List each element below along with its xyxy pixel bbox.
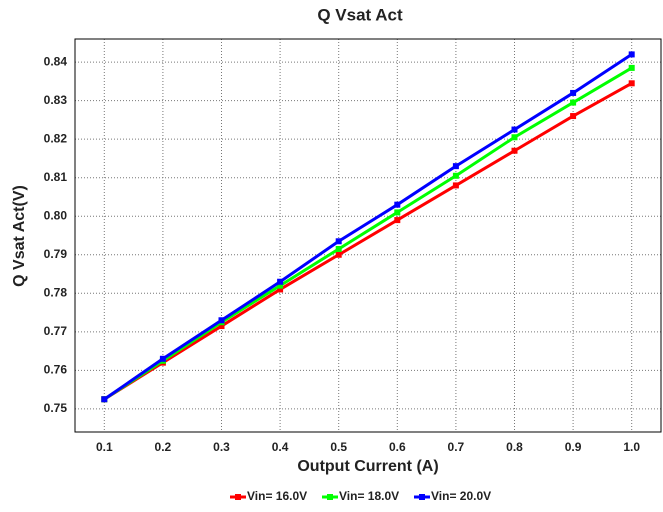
point-marker: [452, 172, 459, 179]
x-tick-label: 0.1: [96, 440, 113, 454]
x-tick-label: 0.3: [213, 440, 230, 454]
y-tick-label: 0.78: [44, 285, 68, 299]
y-tick-label: 0.75: [44, 401, 68, 415]
x-tick-label: 0.8: [506, 440, 523, 454]
point-marker: [394, 201, 401, 208]
point-marker: [628, 51, 635, 58]
y-tick-label: 0.83: [44, 93, 68, 107]
series-line: [103, 81, 633, 401]
series-line: [103, 53, 633, 401]
point-marker: [452, 182, 459, 189]
point-marker: [394, 209, 401, 216]
legend-marker: [419, 494, 425, 500]
x-tick-label: 0.9: [565, 440, 582, 454]
point-marker: [218, 317, 225, 324]
legend-label: Vin= 18.0V: [339, 489, 399, 503]
legend-label: Vin= 16.0V: [247, 489, 307, 503]
point-marker: [394, 217, 401, 224]
x-axis-label: Output Current (A): [297, 458, 438, 475]
x-tick-label: 0.7: [448, 440, 465, 454]
chart-title: Q Vsat Act: [317, 5, 403, 24]
y-tick-label: 0.77: [44, 324, 68, 338]
point-marker: [277, 286, 284, 293]
point-marker: [218, 323, 225, 330]
y-axis-label: Q Vsat Act(V): [11, 185, 28, 287]
y-tick-label: 0.76: [44, 363, 68, 377]
point-marker: [277, 278, 284, 285]
y-tick-label: 0.81: [44, 170, 68, 184]
y-tick-label: 0.79: [44, 247, 68, 261]
point-marker: [628, 64, 635, 71]
y-tick-label: 0.80: [44, 208, 68, 222]
point-marker: [570, 89, 577, 96]
point-marker: [511, 147, 518, 154]
legend-label: Vin= 20.0V: [431, 489, 491, 503]
series-line: [103, 66, 633, 401]
legend-marker: [327, 494, 333, 500]
point-marker: [570, 99, 577, 106]
x-tick-label: 0.5: [330, 440, 347, 454]
point-marker: [511, 126, 518, 133]
x-tick-label: 0.6: [389, 440, 406, 454]
y-tick-label: 0.84: [44, 54, 68, 68]
point-marker: [335, 238, 342, 245]
point-marker: [452, 163, 459, 170]
point-marker: [159, 355, 166, 362]
x-tick-label: 0.4: [272, 440, 289, 454]
point-marker: [628, 80, 635, 87]
point-marker: [335, 245, 342, 252]
x-tick-label: 0.2: [155, 440, 172, 454]
y-tick-label: 0.82: [44, 131, 68, 145]
legend-marker: [235, 494, 241, 500]
point-marker: [277, 282, 284, 289]
x-tick-label: 1.0: [623, 440, 640, 454]
point-marker: [101, 396, 108, 403]
point-marker: [570, 113, 577, 120]
plot-frame: [74, 38, 662, 433]
point-marker: [511, 134, 518, 141]
point-marker: [335, 251, 342, 258]
